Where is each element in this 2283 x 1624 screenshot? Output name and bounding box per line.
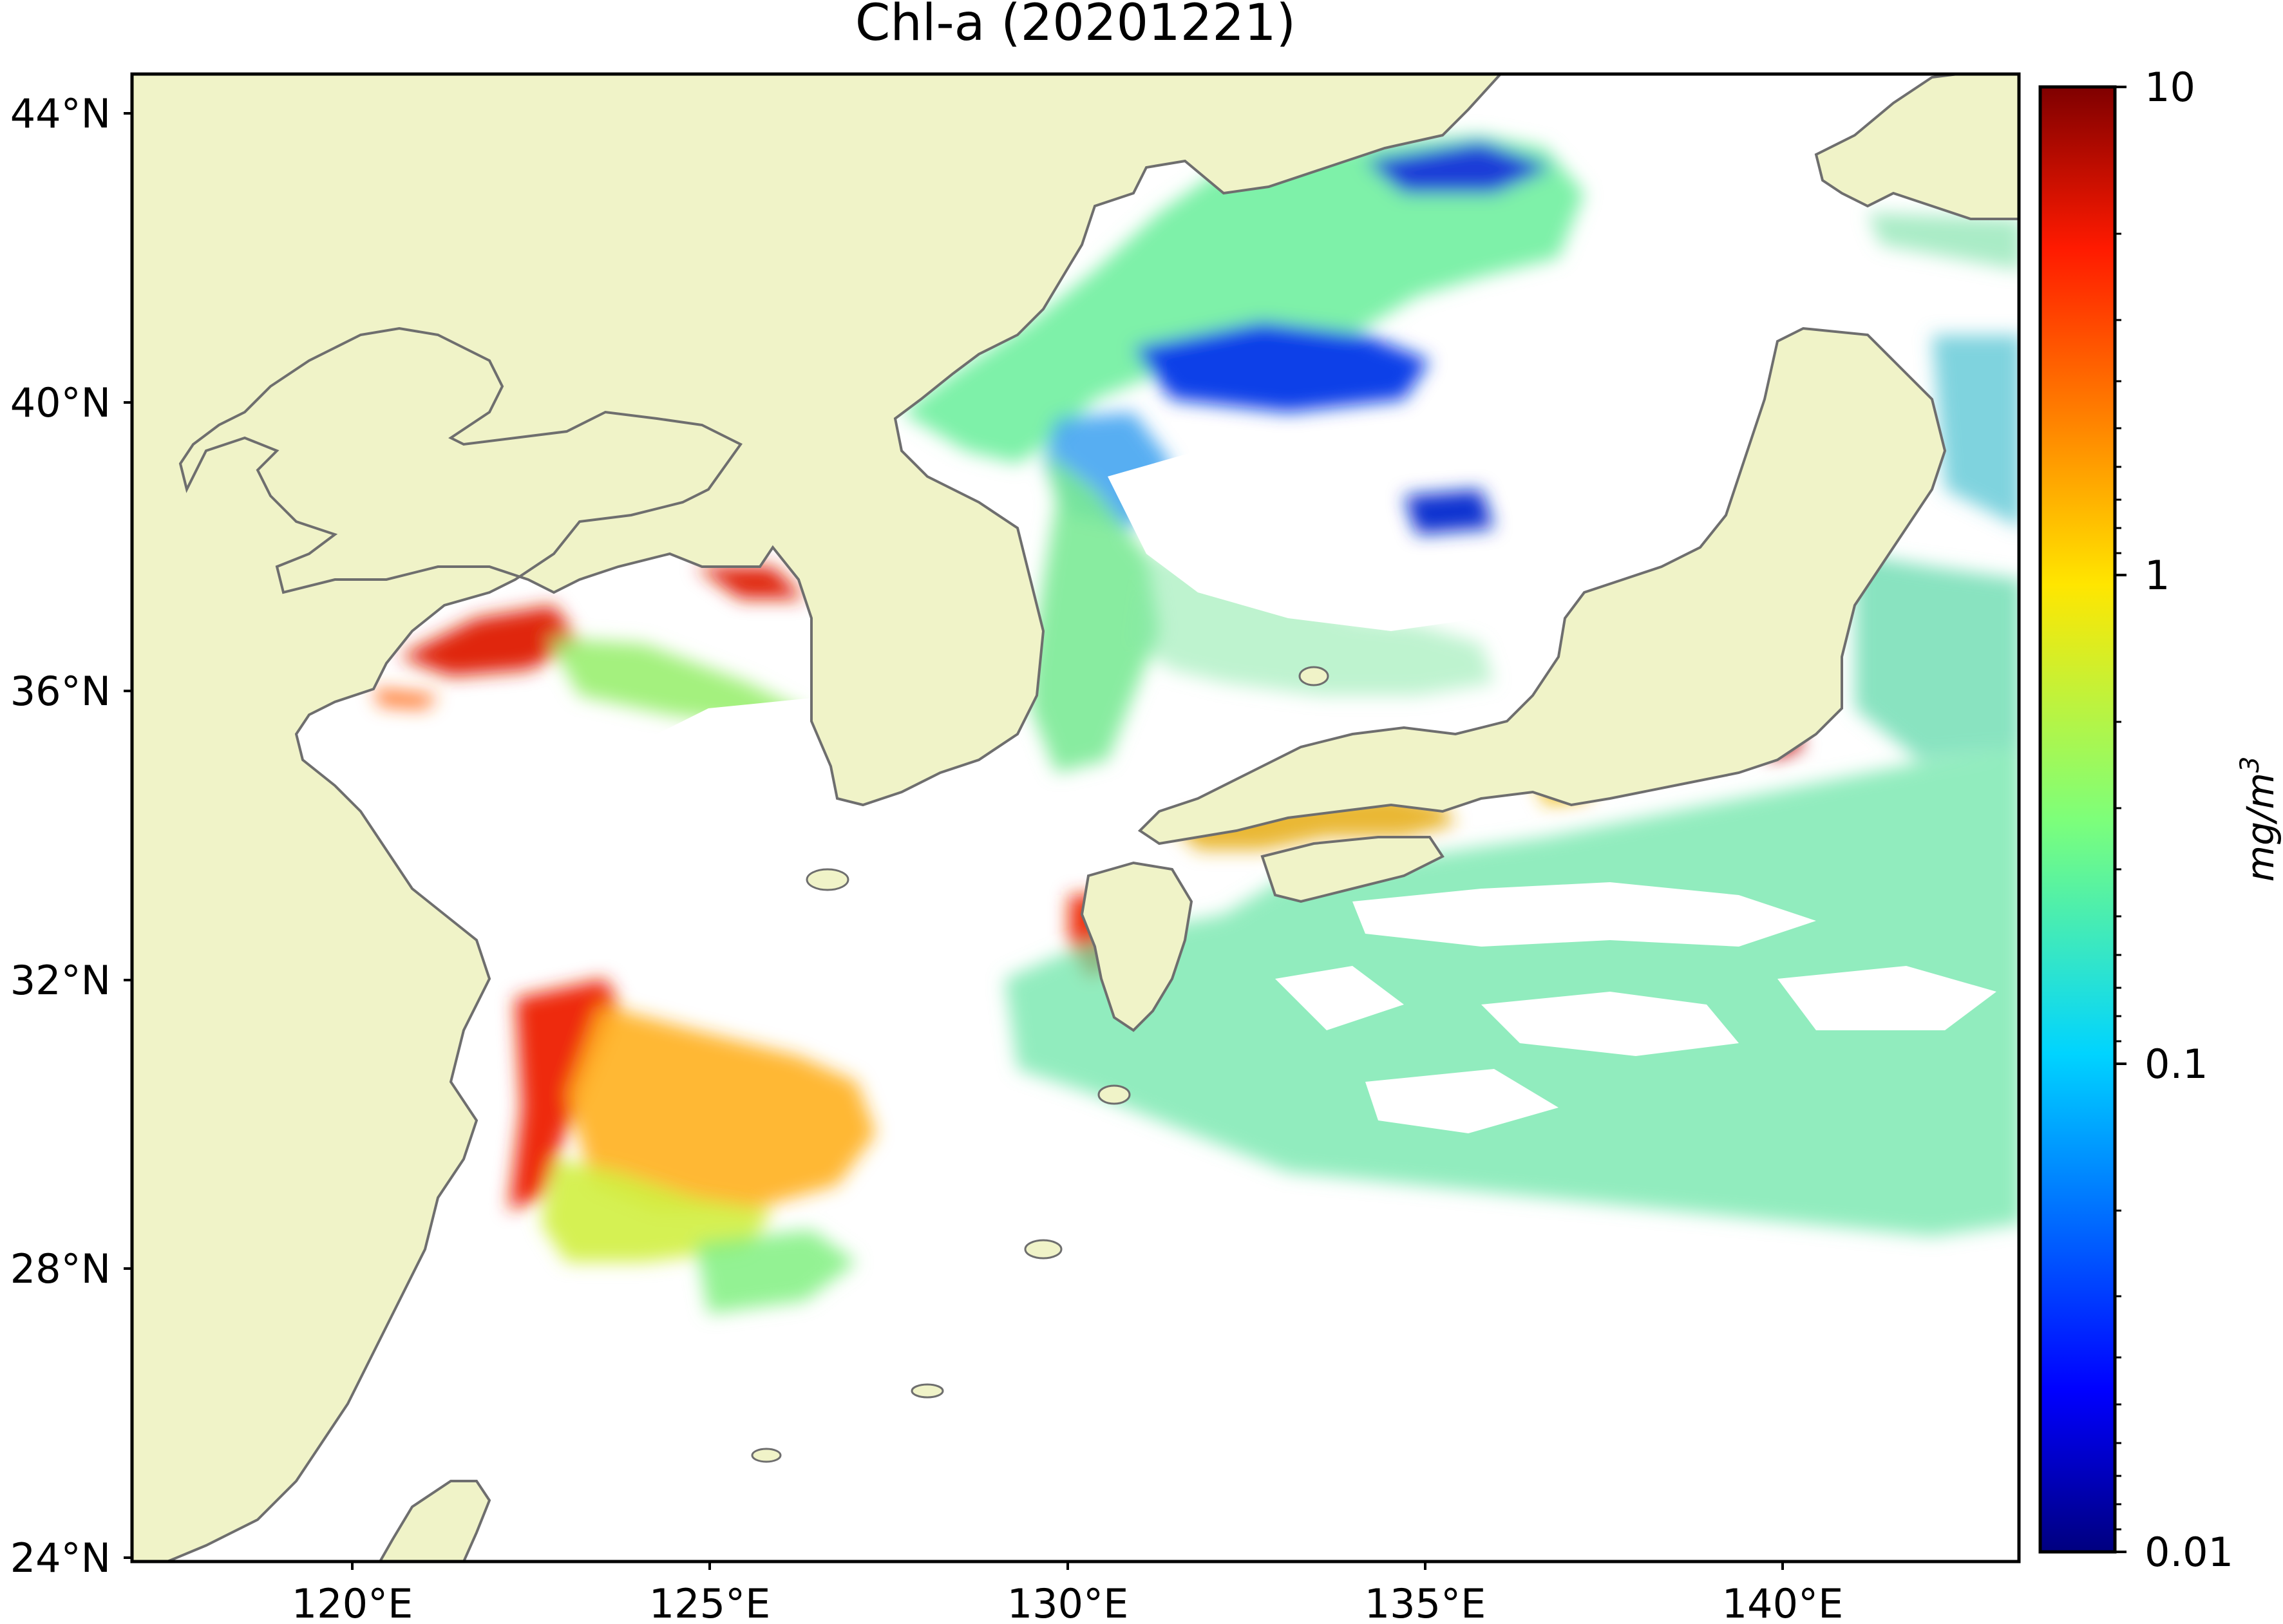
- colorbar-minor-ticks: [2115, 232, 2121, 1531]
- colorbar-gradient: [2040, 87, 2115, 1552]
- amami-island: [911, 1383, 944, 1399]
- lat-label-32n: 32°N: [10, 957, 111, 1004]
- lon-label-135e: 135°E: [1365, 1580, 1486, 1624]
- colorbar-frame: [2038, 85, 2117, 1554]
- map-title: Chl-a (20201221): [855, 0, 1296, 52]
- colorbar: 10 1 0.1 0.01 mg/m3: [2038, 64, 2282, 1576]
- taiwan: [378, 1480, 491, 1562]
- lon-label-120e: 120°E: [292, 1580, 413, 1624]
- lon-label-125e: 125°E: [649, 1580, 771, 1624]
- lat-label-36n: 36°N: [10, 668, 111, 715]
- longitude-axis: 120°E 125°E 130°E 135°E 140°E: [292, 1562, 1844, 1624]
- hokkaido: [1814, 74, 2019, 220]
- honshu: [1137, 326, 1947, 845]
- colorbar-tick-0-1: 0.1: [2145, 1041, 2208, 1088]
- lon-label-130e: 130°E: [1007, 1580, 1129, 1624]
- sado-island: [1298, 666, 1329, 686]
- colorbar-major-ticks: [2115, 86, 2127, 1553]
- latitude-axis: 44°N 40°N 36°N 32°N 28°N 24°N: [10, 90, 132, 1582]
- asian-mainland: [132, 74, 1502, 1562]
- lat-label-28n: 28°N: [10, 1245, 111, 1292]
- lat-label-44n: 44°N: [10, 90, 111, 137]
- shikoku: [1260, 836, 1445, 903]
- lat-label-24n: 24°N: [10, 1534, 111, 1582]
- kyushu: [1080, 861, 1193, 1032]
- map-frame: [130, 72, 2021, 1563]
- jeju-island: [806, 868, 849, 891]
- oki-island: [1097, 1084, 1131, 1105]
- colorbar-tick-1: 1: [2145, 552, 2170, 599]
- lat-label-40n: 40°N: [10, 379, 111, 426]
- colorbar-tick-0-01: 0.01: [2145, 1529, 2233, 1576]
- land: [132, 74, 2019, 1562]
- tanegashima-island: [1024, 1239, 1063, 1260]
- map-panel: [132, 74, 2019, 1562]
- lon-label-140e: 140°E: [1722, 1580, 1844, 1624]
- okinawa-island: [751, 1448, 782, 1463]
- colorbar-unit-label: mg/m3: [2235, 757, 2282, 882]
- colorbar-tick-10: 10: [2145, 64, 2195, 111]
- chlorophyll-field: [277, 135, 2019, 1314]
